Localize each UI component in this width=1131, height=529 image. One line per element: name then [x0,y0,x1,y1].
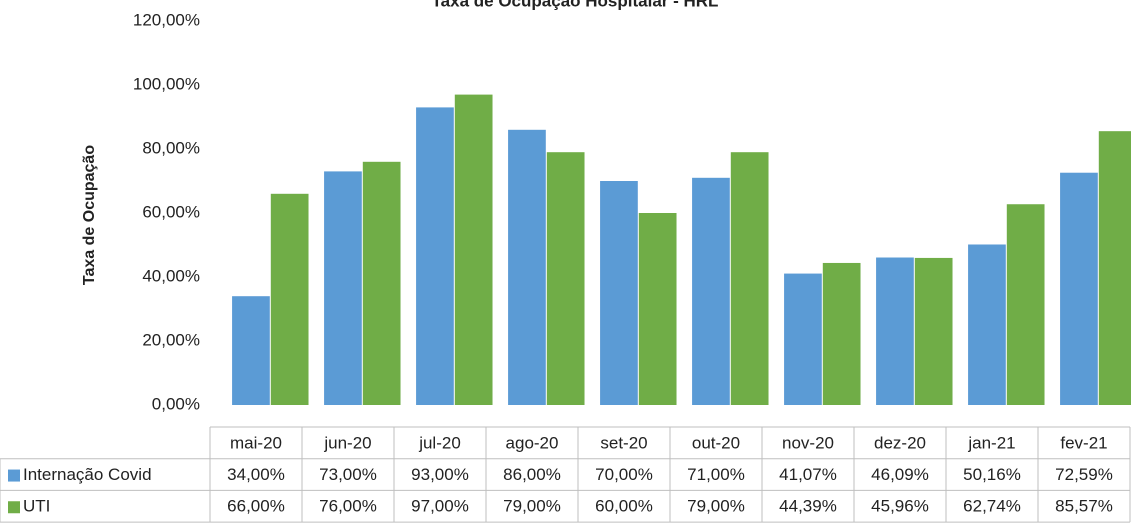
table-value: 97,00% [411,497,469,516]
legend-swatch [8,501,20,514]
y-tick-label: 60,00% [142,202,200,221]
legend-label: UTI [23,497,50,516]
bar [416,107,454,406]
bar [914,257,953,405]
x-tick-label: mai-20 [230,433,282,452]
x-tick-label: nov-20 [782,433,834,452]
table-value: 70,00% [595,465,653,484]
bar [730,152,769,405]
table-value: 41,07% [779,465,837,484]
y-tick-label: 20,00% [142,330,200,349]
bar [232,296,270,405]
table-value: 66,00% [227,497,285,516]
bar [1006,204,1045,405]
table-value: 72,59% [1055,465,1113,484]
bar [638,213,677,405]
y-tick-label: 40,00% [142,266,200,285]
table-value: 86,00% [503,465,561,484]
table-value: 76,00% [319,497,377,516]
table-value: 71,00% [687,465,745,484]
bar [362,161,401,405]
bar [600,181,638,405]
x-tick-label: jul-20 [418,433,461,452]
bar [508,129,546,406]
y-tick-label: 100,00% [133,74,200,93]
legend-swatch [8,469,20,482]
chart-title: Taxa de Ocupação Hospitalar - HRL [432,0,719,10]
bar [822,262,861,405]
y-tick-label: 0,00% [152,394,200,413]
x-tick-label: ago-20 [506,433,559,452]
x-tick-label: dez-20 [874,433,926,452]
table-value: 79,00% [503,497,561,516]
bar [454,94,493,405]
x-tick-label: out-20 [692,433,740,452]
table-value: 44,39% [779,497,837,516]
table-value: 45,96% [871,497,929,516]
table-value: 60,00% [595,497,653,516]
legend-label: Internação Covid [23,465,152,484]
x-tick-label: jun-20 [323,433,371,452]
x-tick-label: jan-21 [967,433,1015,452]
bar [784,273,822,405]
bar [270,193,309,405]
table-value: 62,74% [963,497,1021,516]
table-value: 34,00% [227,465,285,484]
bar [324,171,362,405]
x-tick-label: fev-21 [1060,433,1107,452]
bar [968,244,1006,405]
x-tick-label: set-20 [600,433,647,452]
table-value: 73,00% [319,465,377,484]
bar [1098,131,1131,405]
table-value: 85,57% [1055,497,1113,516]
y-tick-label: 80,00% [142,138,200,157]
table-value: 50,16% [963,465,1021,484]
bar [546,152,585,405]
bar [876,257,914,405]
y-tick-label: 120,00% [133,10,200,29]
table-value: 79,00% [687,497,745,516]
y-axis-title: Taxa de Ocupação [81,145,98,285]
table-value: 93,00% [411,465,469,484]
table-value: 46,09% [871,465,929,484]
bar [692,177,730,405]
bar [1060,172,1098,405]
